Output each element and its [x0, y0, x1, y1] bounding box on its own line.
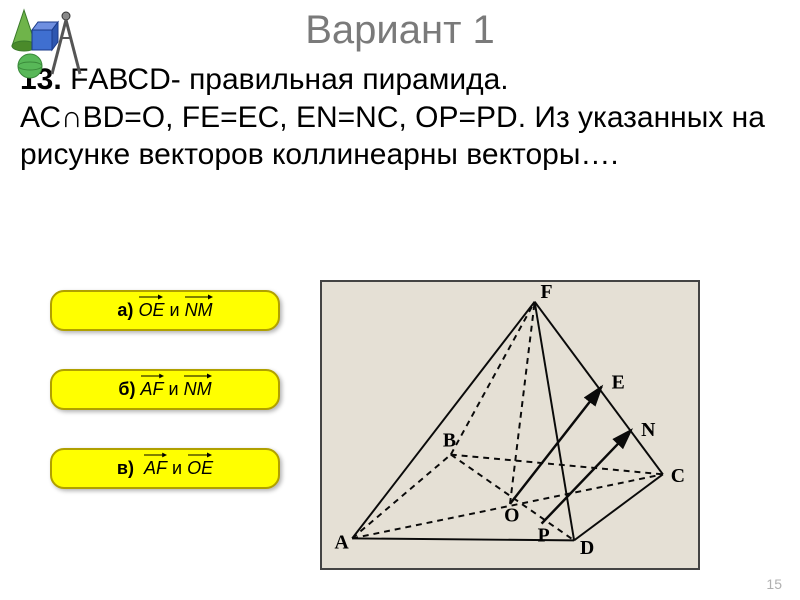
option-c-label: в): [117, 458, 134, 478]
problem-line-1: FАВСD- правильная пирамида.: [70, 63, 509, 96]
option-b-conn: и: [169, 379, 179, 399]
option-b-label: б): [118, 379, 135, 399]
answer-options: а) OE и NM б) AF и NM в): [50, 290, 280, 527]
pyramid-figure: A B C D F O E N P: [320, 280, 700, 570]
content-row: а) OE и NM б) AF и NM в): [0, 280, 800, 580]
svg-text:D: D: [580, 537, 594, 559]
vector-nm-2: NM: [184, 379, 212, 400]
svg-text:A: A: [334, 531, 349, 553]
svg-text:C: C: [671, 465, 685, 487]
svg-text:O: O: [504, 505, 519, 527]
vector-oe: OE: [138, 300, 164, 321]
option-c[interactable]: в) AF и OE: [50, 448, 280, 489]
option-c-conn: и: [172, 458, 182, 478]
problem-line-2: АС∩ВD=O, FE=EC, EN=NC, OP=PD. Из указанн…: [20, 101, 765, 172]
corner-shapes-icon: [10, 8, 100, 88]
problem-text: 13. FАВСD- правильная пирамида. АС∩ВD=O,…: [0, 53, 800, 174]
vector-oe-2: OE: [187, 458, 213, 479]
svg-text:P: P: [538, 524, 550, 546]
vector-af-2: AF: [144, 458, 167, 479]
option-a-label: а): [117, 300, 133, 320]
svg-text:F: F: [541, 282, 553, 303]
page-number: 15: [766, 576, 782, 592]
option-a[interactable]: а) OE и NM: [50, 290, 280, 331]
option-a-conn: и: [169, 300, 179, 320]
option-b[interactable]: б) AF и NM: [50, 369, 280, 410]
svg-text:B: B: [443, 430, 456, 452]
vector-nm: NM: [185, 300, 213, 321]
page-title: Вариант 1: [0, 0, 800, 53]
vector-af: AF: [141, 379, 164, 400]
svg-text:E: E: [612, 372, 625, 394]
svg-text:N: N: [641, 419, 655, 441]
